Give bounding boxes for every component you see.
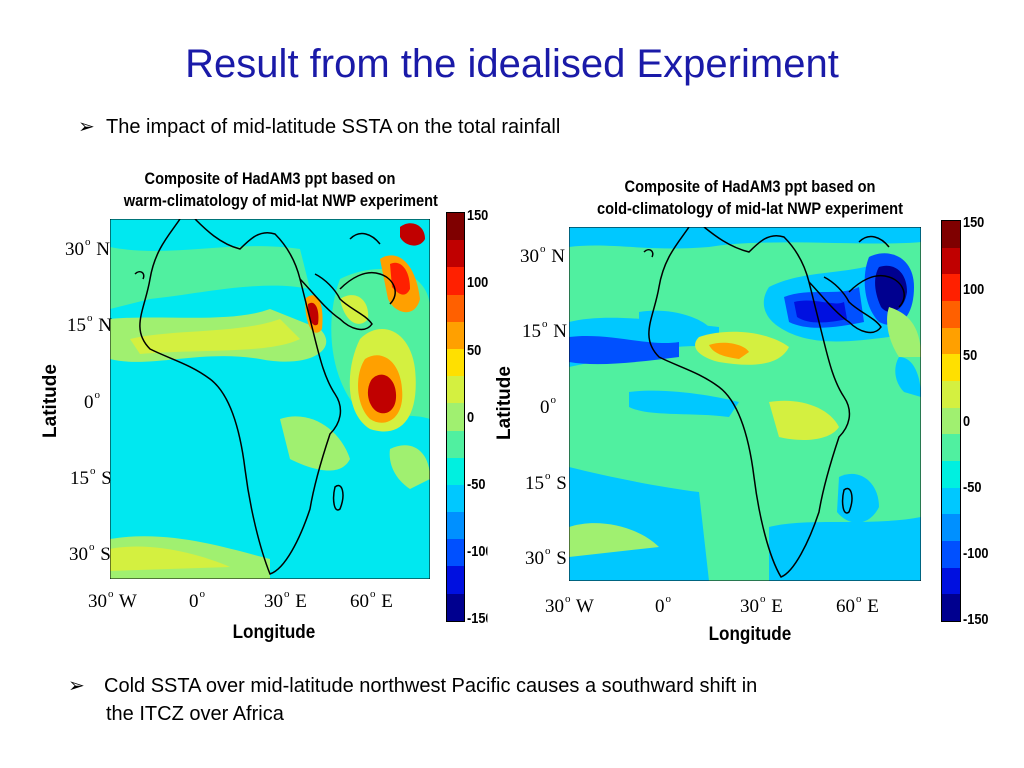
colorbar-segment — [942, 380, 960, 408]
map-right-ytick-3: 15o S — [525, 470, 567, 494]
map-right-cb-label-6: -150 — [963, 611, 989, 628]
colorbar-segment — [447, 294, 464, 322]
colorbar-segment — [447, 376, 464, 404]
map-right-plot — [569, 227, 921, 581]
map-left-cb-label-2: 50 — [467, 342, 482, 359]
colorbar-segment — [447, 321, 464, 349]
colorbar-segment — [447, 539, 464, 567]
bullet-impact-text: The impact of mid-latitude SSTA on the t… — [106, 116, 561, 138]
colorbar-segment — [447, 457, 464, 485]
colorbar-segment — [942, 327, 960, 355]
map-right-xlabel: Longitude — [708, 624, 792, 645]
colorbar-segment — [942, 274, 960, 301]
map-left-ytick-0: 30o N — [65, 236, 110, 260]
map-left-ylabel: Latitude — [40, 364, 61, 438]
map-left-coastline — [134, 219, 396, 575]
map-right-cb-label-5: -100 — [963, 545, 989, 562]
map-right-cb-label-4: -50 — [963, 479, 982, 496]
map-right-xtick-0: 30o W — [545, 593, 594, 617]
map-left-xtick-1: 0o — [189, 588, 205, 612]
bullet-arrow-icon: ➢ — [78, 116, 95, 138]
colorbar-segment — [942, 247, 960, 275]
map-right-coastline — [643, 227, 905, 578]
map-right-ytick-4: 30o S — [525, 545, 567, 569]
map-left-contours — [110, 223, 430, 579]
bullet-conclusion-text-line2: the ITCZ over Africa — [106, 703, 284, 725]
bullet-arrow-icon: ➢ — [68, 675, 85, 697]
map-right-cb-label-3: 0 — [963, 413, 971, 430]
map-right-ytick-0: 30o N — [520, 243, 565, 267]
map-left-colorbar — [446, 212, 465, 622]
map-left-ytick-4: 30o S — [69, 541, 111, 565]
map-left-xlabel: Longitude — [232, 622, 316, 643]
map-right-ytick-1: 15o N — [522, 318, 567, 342]
map-right-xtick-1: 0o — [655, 593, 671, 617]
map-right-colorbar — [941, 220, 961, 622]
bullet-conclusion: ➢ Cold SSTA over mid-latitude northwest P… — [68, 672, 968, 728]
colorbar-segment — [942, 487, 960, 515]
map-right-xtick-2: 30o E — [740, 593, 783, 617]
map-right-title-line2: cold-climatology of mid-lat NWP experime… — [597, 199, 903, 218]
colorbar-segment — [942, 300, 960, 328]
map-left-ytick-1: 15o N — [67, 312, 112, 336]
map-right-cb-label-1: 100 — [963, 281, 985, 298]
map-left-title-line1: Composite of HadAM3 ppt based on — [144, 169, 396, 188]
colorbar-segment — [942, 567, 960, 595]
map-right-xtick-3: 60o E — [836, 593, 879, 617]
map-right-ytick-2: 0o — [540, 394, 556, 418]
colorbar-segment — [447, 348, 464, 377]
map-left-plot — [110, 219, 430, 579]
map-left-title: Composite of HadAM3 ppt based on warm-cl… — [123, 168, 438, 212]
bullet-conclusion-text-line1: Cold SSTA over mid-latitude northwest Pa… — [104, 675, 758, 697]
colorbar-segment — [447, 566, 464, 594]
map-left-xtick-3: 60o E — [350, 588, 393, 612]
map-right-cb-label-2: 50 — [963, 347, 978, 364]
colorbar-segment — [447, 484, 464, 513]
colorbar-segment — [942, 460, 960, 488]
map-left-cb-label-6: -150 — [467, 610, 487, 627]
map-left-ytick-2: 0o — [84, 389, 100, 413]
map-right-title-line1: Composite of HadAM3 ppt based on — [624, 177, 876, 196]
map-left-cb-label-1: 100 — [467, 274, 489, 291]
colorbar-segment — [447, 593, 464, 621]
map-left-cb-label-3: 0 — [467, 409, 475, 426]
colorbar-segment — [447, 213, 464, 241]
colorbar-segment — [447, 430, 464, 458]
colorbar-segment — [942, 434, 960, 461]
colorbar-segment — [942, 407, 960, 435]
map-left-cb-label-4: -50 — [467, 476, 486, 493]
map-right-title: Composite of HadAM3 ppt based on cold-cl… — [595, 176, 905, 220]
colorbar-segment — [447, 512, 464, 540]
map-left-cb-label-0: 150 — [467, 207, 489, 224]
map-left-cb-label-5: -100 — [467, 543, 487, 560]
colorbar-segment — [942, 540, 960, 568]
colorbar-segment — [942, 221, 960, 248]
bullet-impact: ➢ The impact of mid-latitude SSTA on the … — [78, 114, 560, 139]
colorbar-segment — [447, 240, 464, 268]
slide-title: Result from the idealised Experiment — [185, 42, 839, 86]
map-left-ytick-3: 15o S — [70, 465, 112, 489]
colorbar-segment — [942, 594, 960, 621]
map-left-title-line2: warm-climatology of mid-lat NWP experime… — [123, 191, 438, 210]
colorbar-segment — [942, 514, 960, 541]
map-right-ylabel: Latitude — [494, 366, 515, 440]
map-right-cb-label-0: 150 — [963, 214, 985, 231]
map-left-xtick-2: 30o E — [264, 588, 307, 612]
colorbar-segment — [447, 403, 464, 431]
colorbar-segment — [942, 354, 960, 381]
colorbar-segment — [447, 267, 464, 295]
map-left-xtick-0: 30o W — [88, 588, 137, 612]
